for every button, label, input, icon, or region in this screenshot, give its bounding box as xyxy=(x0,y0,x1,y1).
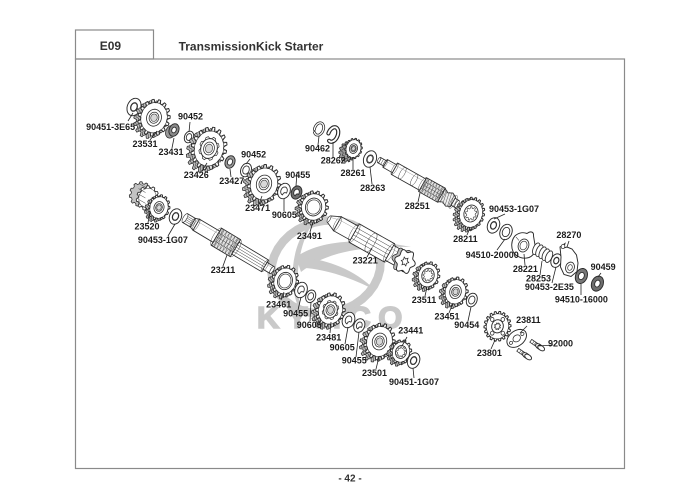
svg-text:28211: 28211 xyxy=(453,234,478,244)
svg-text:23451: 23451 xyxy=(434,312,459,322)
svg-text:23520: 23520 xyxy=(134,222,159,232)
svg-text:28261: 28261 xyxy=(340,168,365,178)
svg-text:90453-1G07: 90453-1G07 xyxy=(138,235,188,245)
svg-text:23221: 23221 xyxy=(353,256,378,266)
svg-text:E09: E09 xyxy=(100,39,122,53)
svg-text:90451-1G07: 90451-1G07 xyxy=(389,377,439,387)
svg-text:23441: 23441 xyxy=(398,326,423,336)
svg-text:90451-3E65: 90451-3E65 xyxy=(86,122,135,132)
svg-text:90454: 90454 xyxy=(454,320,479,330)
svg-text:23811: 23811 xyxy=(516,315,541,325)
svg-text:92000: 92000 xyxy=(548,339,573,349)
svg-text:90605: 90605 xyxy=(297,320,322,330)
svg-text:90459: 90459 xyxy=(591,262,616,272)
svg-text:23211: 23211 xyxy=(211,265,236,275)
svg-text:23461: 23461 xyxy=(266,300,291,310)
svg-text:23491: 23491 xyxy=(297,231,322,241)
svg-text:23531: 23531 xyxy=(132,139,157,149)
svg-text:90452: 90452 xyxy=(241,150,266,160)
svg-text:94510-20000: 94510-20000 xyxy=(466,250,519,260)
svg-text:23471: 23471 xyxy=(245,203,270,213)
svg-text:23501: 23501 xyxy=(362,368,387,378)
svg-text:23481: 23481 xyxy=(316,333,341,343)
svg-text:TransmissionKick Starter: TransmissionKick Starter xyxy=(179,40,324,54)
svg-text:28270: 28270 xyxy=(556,230,581,240)
svg-text:28253: 28253 xyxy=(526,274,551,284)
svg-text:90462: 90462 xyxy=(305,144,330,154)
svg-text:94510-16000: 94510-16000 xyxy=(555,295,608,305)
svg-text:90455: 90455 xyxy=(283,309,308,319)
svg-text:90452: 90452 xyxy=(178,112,203,122)
svg-text:28251: 28251 xyxy=(405,201,430,211)
svg-text:23426: 23426 xyxy=(184,170,209,180)
svg-text:90453-2E35: 90453-2E35 xyxy=(525,282,574,292)
svg-text:23431: 23431 xyxy=(158,147,183,157)
svg-text:23511: 23511 xyxy=(412,295,437,305)
svg-text:90605: 90605 xyxy=(272,210,297,220)
svg-text:23427: 23427 xyxy=(219,176,244,186)
svg-text:28221: 28221 xyxy=(513,264,538,274)
svg-text:23801: 23801 xyxy=(477,348,502,358)
svg-text:28263: 28263 xyxy=(360,183,385,193)
svg-text:90455: 90455 xyxy=(342,356,367,366)
svg-text:90605: 90605 xyxy=(330,343,355,353)
svg-text:28262: 28262 xyxy=(321,156,346,166)
svg-text:90455: 90455 xyxy=(285,170,310,180)
svg-text:- 42 -: - 42 - xyxy=(338,474,361,485)
svg-text:90453-1G07: 90453-1G07 xyxy=(489,204,539,214)
